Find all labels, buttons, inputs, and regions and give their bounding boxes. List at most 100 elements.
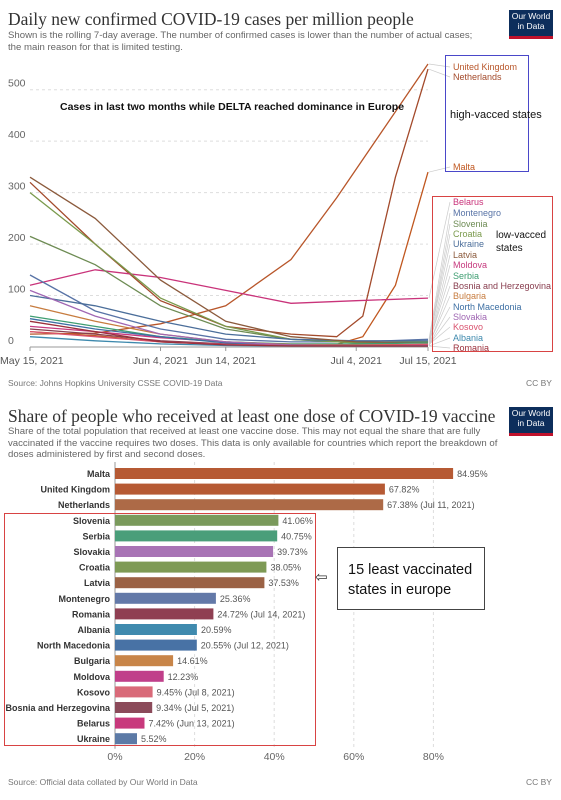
- series-line-netherlands[interactable]: [29, 68, 429, 338]
- series-line-croatia[interactable]: [29, 192, 429, 344]
- category-label-belarus: Belarus: [77, 719, 110, 729]
- bar-slovenia[interactable]: [115, 514, 279, 526]
- bar-moldova[interactable]: [115, 670, 164, 682]
- category-label-north-macedonia: North Macedonia: [37, 641, 111, 651]
- legend-label-serbia[interactable]: Serbia: [453, 271, 479, 281]
- x-tick-label: Jun 14, 2021: [195, 355, 256, 367]
- owid-logo-bottom[interactable]: Our World in Data: [509, 407, 553, 436]
- value-label-ukraine: 5.52%: [141, 734, 167, 744]
- bar-netherlands[interactable]: [115, 499, 384, 511]
- category-label-bosnia-and-herzegovina: Bosnia and Herzegovina: [5, 703, 111, 713]
- low-vacced-label-line-2: states: [496, 243, 523, 254]
- category-label-romania: Romania: [72, 609, 111, 619]
- legend-connector: [428, 63, 451, 68]
- value-label-kosovo: 9.45% (Jul 8, 2021): [157, 687, 235, 697]
- bar-montenegro[interactable]: [115, 592, 216, 604]
- legend-label-malta[interactable]: Malta: [453, 162, 475, 172]
- value-label-malta: 84.95%: [457, 469, 488, 479]
- low-vacced-label: low-vacced states: [496, 229, 546, 255]
- bar-latvia[interactable]: [115, 577, 265, 589]
- x-tick-label: Jul 4, 2021: [331, 355, 383, 367]
- bar-malta[interactable]: [115, 468, 454, 479]
- bar-slovakia[interactable]: [115, 546, 274, 557]
- legend-label-moldova[interactable]: Moldova: [453, 260, 487, 270]
- logo-line-1: Our World: [511, 11, 551, 21]
- legend-label-slovakia[interactable]: Slovakia: [453, 312, 487, 322]
- callout-line-1: 15 least vaccinated: [348, 562, 473, 578]
- category-label-latvia: Latvia: [84, 578, 111, 588]
- category-label-serbia: Serbia: [82, 531, 111, 541]
- value-label-bosnia-and-herzegovina: 9.34% (Jul 5, 2021): [156, 703, 234, 713]
- logo-line-2: in Data: [517, 20, 545, 31]
- legend-connector: [428, 166, 451, 173]
- series-line-united-kingdom[interactable]: [29, 63, 429, 335]
- legend-label-north-macedonia[interactable]: North Macedonia: [453, 302, 522, 312]
- y-tick-label: 500: [8, 78, 26, 90]
- legend-label-bulgaria[interactable]: Bulgaria: [453, 291, 486, 301]
- legend-label-belarus[interactable]: Belarus: [453, 197, 484, 207]
- x-tick-label: Jun 4, 2021: [133, 355, 188, 367]
- high-vacced-box: [445, 55, 529, 172]
- logo-line-1: Our World: [511, 408, 551, 418]
- series-line-romania[interactable]: [29, 320, 428, 347]
- category-label-malta: Malta: [87, 469, 111, 479]
- value-label-moldova: 12.23%: [168, 672, 199, 682]
- bar-bulgaria[interactable]: [115, 655, 174, 667]
- category-label-albania: Albania: [77, 625, 111, 635]
- legend-label-united-kingdom[interactable]: United Kingdom: [453, 62, 517, 72]
- bar-bosnia-and-herzegovina[interactable]: [115, 702, 153, 713]
- category-label-montenegro: Montenegro: [59, 594, 111, 604]
- bottom-license[interactable]: CC BY: [526, 777, 552, 787]
- category-label-slovakia: Slovakia: [73, 547, 111, 557]
- bar-united-kingdom[interactable]: [115, 483, 385, 495]
- owid-logo-top[interactable]: Our World in Data: [509, 10, 553, 39]
- value-label-netherlands: 67.38% (Jul 11, 2021): [387, 500, 474, 510]
- value-label-romania: 24.72% (Jul 14, 2021): [217, 609, 305, 619]
- bar-north-macedonia[interactable]: [115, 639, 197, 651]
- series-line-montenegro[interactable]: [29, 274, 429, 343]
- value-label-albania: 20.59%: [201, 625, 232, 635]
- low-vacced-label-line-1: low-vacced: [496, 230, 547, 241]
- category-label-croatia: Croatia: [79, 563, 111, 573]
- x-tick-label: 40%: [264, 751, 285, 763]
- category-label-netherlands: Netherlands: [58, 500, 110, 510]
- low-vacced-box: [432, 196, 553, 352]
- top-source: Source: Johns Hopkins University CSSE CO…: [8, 378, 223, 388]
- bar-serbia[interactable]: [115, 530, 278, 542]
- legend-label-slovenia[interactable]: Slovenia: [453, 219, 488, 229]
- legend-label-netherlands[interactable]: Netherlands: [453, 72, 502, 82]
- bottom-source: Source: Official data collated by Our Wo…: [8, 777, 198, 787]
- bar-kosovo[interactable]: [115, 686, 153, 698]
- y-tick-label: 200: [8, 232, 26, 244]
- category-label-ukraine: Ukraine: [77, 734, 110, 744]
- bar-ukraine[interactable]: [115, 733, 137, 745]
- value-label-serbia: 40.75%: [281, 531, 312, 541]
- legend-label-montenegro[interactable]: Montenegro: [453, 208, 501, 218]
- line-chart: 0 100 200 300 400 500 May 15, 2021 Jun 4, 2021 J…: [0, 62, 551, 367]
- legend-label-ukraine[interactable]: Ukraine: [453, 239, 484, 249]
- series-line-ukraine[interactable]: [29, 294, 428, 342]
- legend-label-croatia[interactable]: Croatia: [453, 229, 482, 239]
- delta-annotation: Cases in last two months while DELTA rea…: [60, 101, 405, 113]
- bar-albania[interactable]: [115, 624, 197, 635]
- bar-belarus[interactable]: [115, 717, 145, 729]
- value-label-north-macedonia: 20.55% (Jul 12, 2021): [201, 641, 289, 651]
- series-line-belarus[interactable]: [29, 269, 429, 304]
- series-line-slovakia[interactable]: [29, 289, 429, 347]
- legend-label-latvia[interactable]: Latvia: [453, 250, 477, 260]
- legend-label-bosnia-and-herzegovina[interactable]: Bosnia and Herzegovina: [453, 281, 551, 291]
- legend-label-albania[interactable]: Albania: [453, 333, 483, 343]
- legend-label-romania[interactable]: Romania: [453, 343, 489, 353]
- top-license[interactable]: CC BY: [526, 378, 552, 388]
- legend-connector: [428, 68, 451, 78]
- bar-croatia[interactable]: [115, 561, 267, 573]
- y-tick-label: 100: [8, 284, 26, 296]
- bottom-chart-subtitle: Share of the total population that recei…: [8, 426, 498, 460]
- bar-romania[interactable]: [115, 608, 214, 620]
- category-label-bulgaria: Bulgaria: [74, 656, 111, 666]
- series-line-latvia[interactable]: [29, 176, 429, 344]
- x-tick-label: 0%: [107, 751, 122, 763]
- value-label-slovakia: 39.73%: [277, 547, 308, 557]
- legend-label-kosovo[interactable]: Kosovo: [453, 322, 483, 332]
- x-tick-label: 80%: [423, 751, 444, 763]
